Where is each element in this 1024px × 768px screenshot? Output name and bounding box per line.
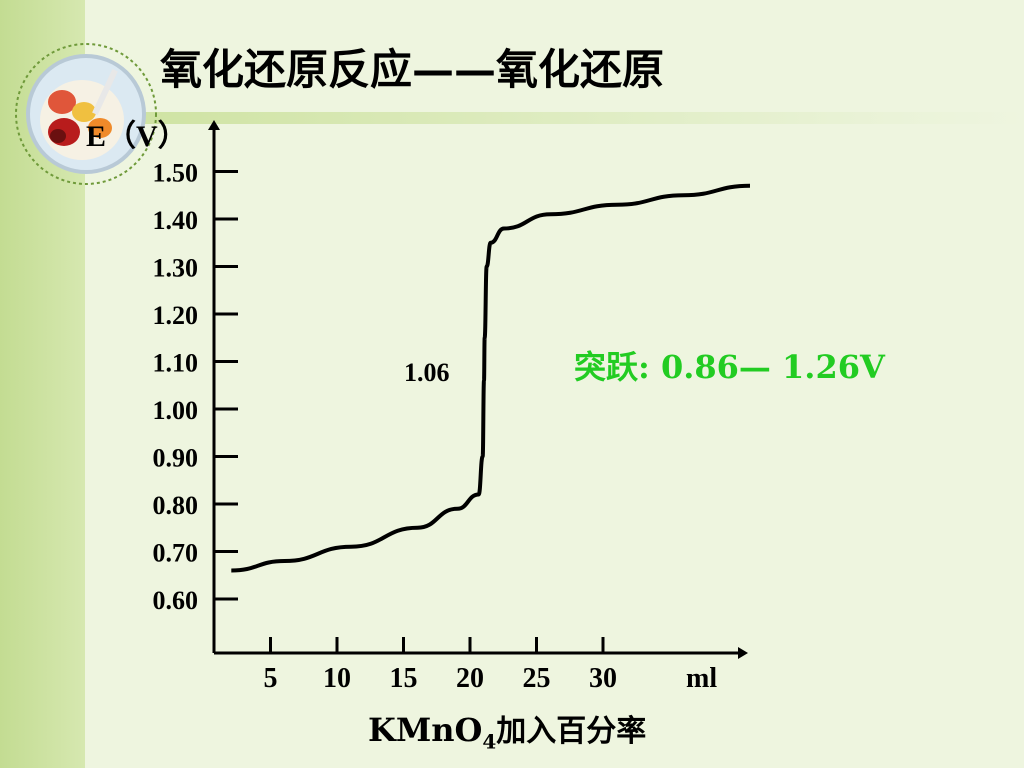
x-tick-label: 30 <box>589 663 617 694</box>
x-axis-label-prefix: KMnO <box>368 711 483 749</box>
x-axis-unit-label: ml <box>686 663 717 694</box>
y-axis-arrow-icon <box>208 120 220 130</box>
y-axis-label: E（V） <box>86 119 188 153</box>
y-tick-label: 1.20 <box>153 301 199 330</box>
logo-icon <box>15 43 157 185</box>
potential-jump-annotation: 突跃: 0.86— 1.26V <box>574 348 886 386</box>
y-tick-label: 1.30 <box>153 254 199 283</box>
y-tick-label: 0.90 <box>153 444 199 473</box>
y-tick-label: 1.00 <box>153 396 199 425</box>
x-axis-label: KMnO4加入百分率 <box>368 706 646 753</box>
y-tick-label: 0.80 <box>153 491 199 520</box>
slide-title: 氧化还原反应——氧化还原 <box>160 45 665 94</box>
y-tick-label: 1.40 <box>153 206 199 235</box>
y-tick-label: 0.70 <box>153 539 199 568</box>
x-tick-label: 10 <box>323 663 351 694</box>
potential-curve-line <box>231 183 751 573</box>
x-axis-arrow-icon <box>738 647 748 659</box>
x-axis-label-suffix: 加入百分率 <box>496 714 647 749</box>
y-tick-label: 1.10 <box>153 349 199 378</box>
x-tick-label: 25 <box>523 663 551 694</box>
y-tick-label: 1.50 <box>153 159 199 188</box>
x-tick-label: 15 <box>390 663 418 694</box>
equivalence-point-label: 1.06 <box>404 358 450 387</box>
x-axis-label-subscript: 4 <box>482 729 497 754</box>
y-tick-label: 0.60 <box>153 586 199 615</box>
title-underline-bar <box>140 112 1024 124</box>
x-tick-label: 5 <box>264 663 278 694</box>
x-tick-label: 20 <box>456 663 484 694</box>
